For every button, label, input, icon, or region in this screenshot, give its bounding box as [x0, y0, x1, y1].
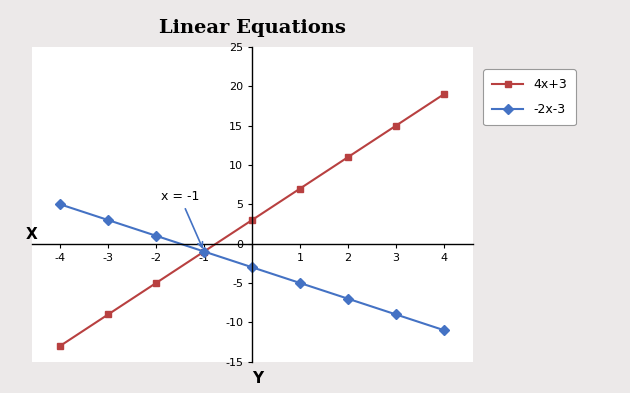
- Text: Y: Y: [252, 371, 263, 386]
- -2x-3: [105, 218, 112, 222]
- Text: X: X: [26, 227, 37, 242]
- Line: -2x-3: -2x-3: [57, 201, 447, 334]
- -2x-3: [344, 296, 352, 301]
- 4x+3: [296, 186, 304, 191]
- -2x-3: [152, 233, 160, 238]
- Text: x = -1: x = -1: [161, 191, 202, 247]
- 4x+3: [105, 312, 112, 317]
- -2x-3: [200, 249, 208, 254]
- 4x+3: [57, 343, 64, 348]
- 4x+3: [248, 218, 256, 222]
- Line: 4x+3: 4x+3: [57, 91, 447, 349]
- -2x-3: [440, 328, 447, 332]
- 4x+3: [392, 123, 399, 128]
- -2x-3: [248, 265, 256, 270]
- -2x-3: [296, 281, 304, 285]
- Legend: 4x+3, -2x-3: 4x+3, -2x-3: [483, 69, 576, 125]
- -2x-3: [392, 312, 399, 317]
- 4x+3: [200, 249, 208, 254]
- 4x+3: [440, 92, 447, 97]
- 4x+3: [152, 281, 160, 285]
- Title: Linear Equations: Linear Equations: [159, 19, 345, 37]
- 4x+3: [344, 155, 352, 160]
- -2x-3: [57, 202, 64, 207]
